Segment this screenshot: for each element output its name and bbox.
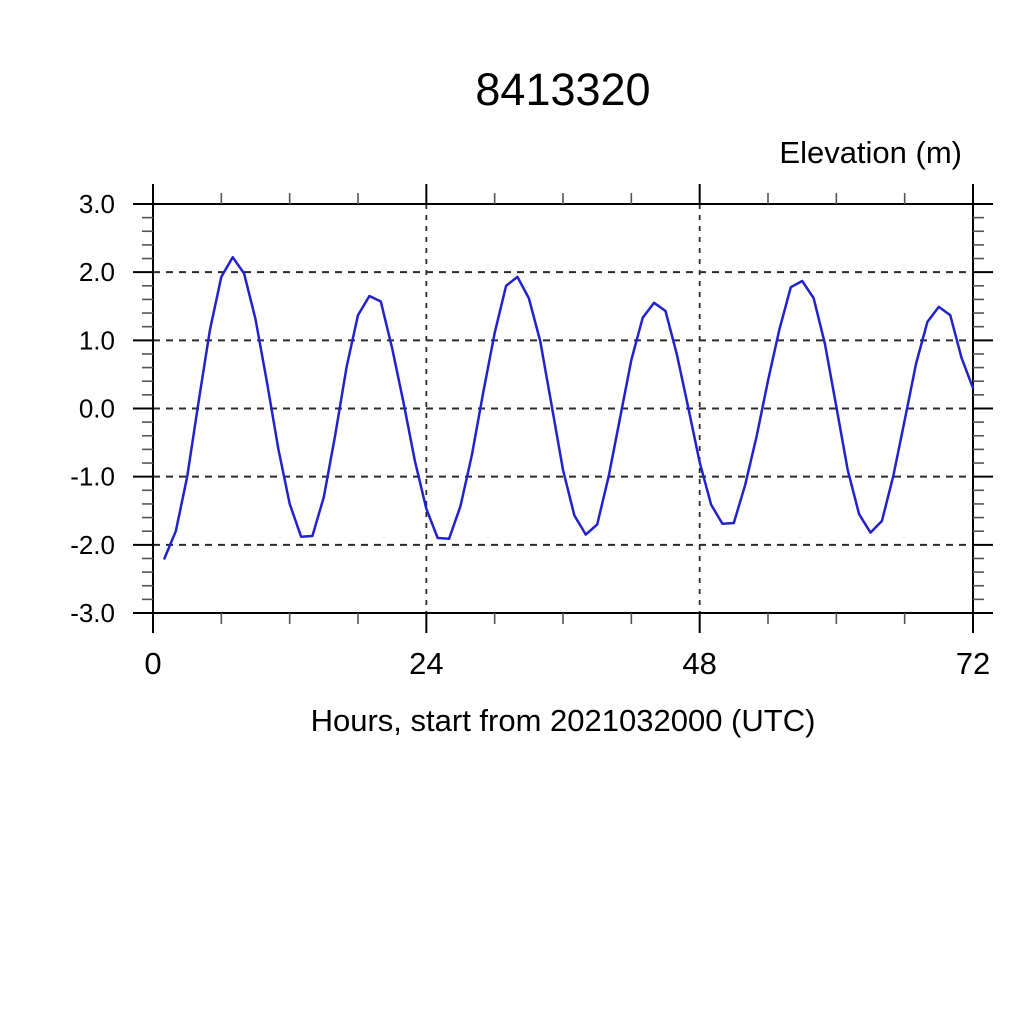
- tick-labels: 3.0 2.0 1.0 0.0 -1.0 -2.0 -3.0 0 24 48 72: [70, 189, 990, 681]
- elevation-series-line: [163, 255, 975, 560]
- x-tick-label: 0: [144, 646, 161, 681]
- x-tick-label: 48: [682, 646, 716, 681]
- y-tick-label: -1.0: [70, 462, 115, 492]
- elevation-units-label: Elevation (m): [779, 135, 962, 170]
- axis-ticks: [133, 184, 993, 633]
- gridlines: [153, 203, 973, 614]
- y-tick-label: 2.0: [79, 257, 115, 287]
- chart-title: 8413320: [475, 64, 650, 115]
- y-tick-label: -2.0: [70, 530, 115, 560]
- x-tick-label: 72: [956, 646, 990, 681]
- y-tick-label: 1.0: [79, 325, 115, 355]
- x-axis-title: Hours, start from 2021032000 (UTC): [311, 703, 816, 738]
- x-tick-label: 24: [409, 646, 443, 681]
- y-tick-label: 3.0: [79, 189, 115, 219]
- y-tick-label: 0.0: [79, 394, 115, 424]
- y-tick-label: -3.0: [70, 598, 115, 628]
